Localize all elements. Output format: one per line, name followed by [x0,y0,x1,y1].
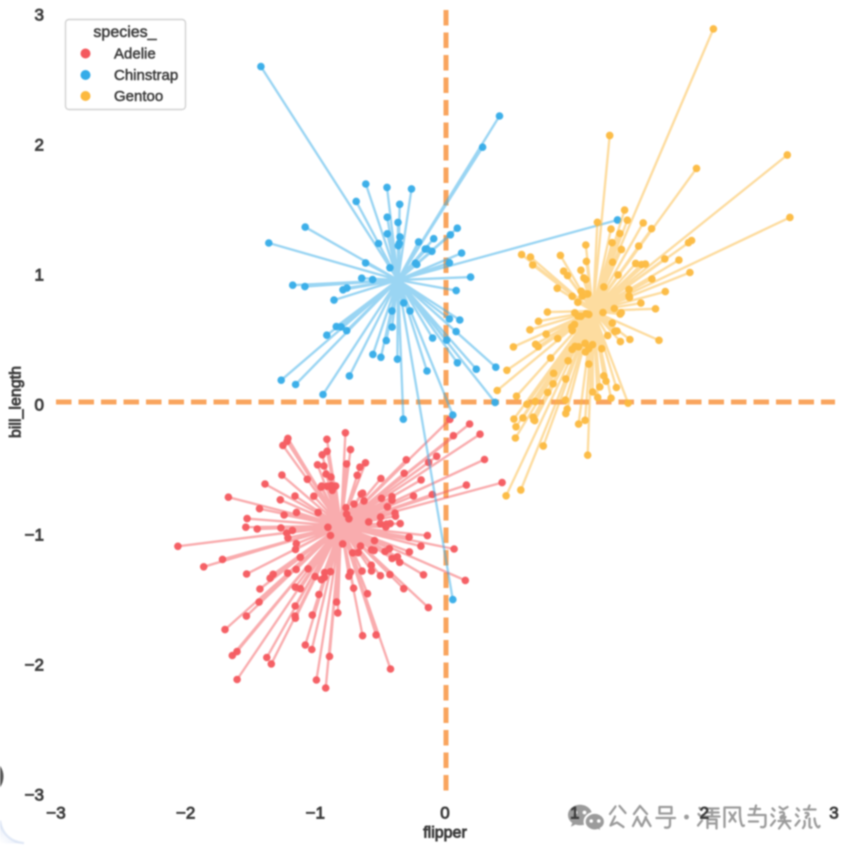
svg-text:1: 1 [570,804,579,823]
svg-text:1: 1 [35,266,44,285]
svg-text:bill_length: bill_length [8,366,25,438]
svg-text:2: 2 [35,136,44,155]
svg-text:flipper: flipper [423,825,467,842]
svg-text:3: 3 [829,804,838,823]
svg-text:−3: −3 [25,786,44,805]
svg-text:0: 0 [35,396,44,415]
svg-text:−2: −2 [25,656,44,675]
svg-text:Gentoo: Gentoo [114,88,163,105]
svg-text:−2: −2 [176,804,195,823]
svg-text:−1: −1 [25,526,44,545]
svg-text:−3: −3 [46,804,65,823]
svg-text:−1: −1 [306,804,325,823]
svg-text:3: 3 [35,6,44,25]
svg-text:0: 0 [440,804,449,823]
svg-text:species_: species_ [93,24,157,41]
svg-text:2: 2 [700,804,709,823]
svg-text:Chinstrap: Chinstrap [114,67,178,84]
svg-text:Adelie: Adelie [114,46,156,63]
